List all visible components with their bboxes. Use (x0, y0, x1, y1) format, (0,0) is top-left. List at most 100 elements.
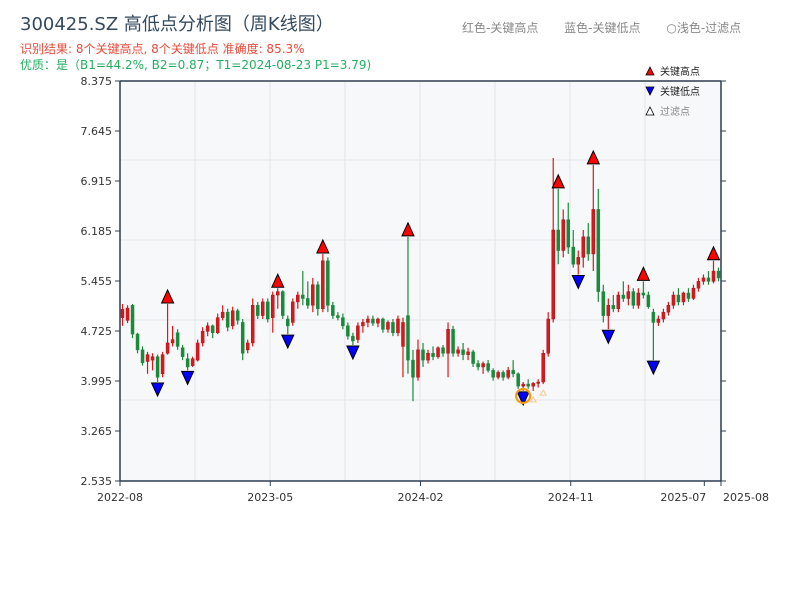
candle-body (386, 322, 390, 330)
candle-body (286, 318, 290, 327)
candle-body (506, 370, 510, 378)
candle-body (611, 305, 616, 309)
candle-body (571, 246, 576, 265)
candle-body (301, 294, 305, 299)
candle-body (601, 291, 606, 316)
candle-body (641, 292, 646, 296)
candle-body (531, 383, 535, 387)
candle-body (701, 277, 706, 282)
candle-body (526, 383, 530, 387)
candle-body (686, 292, 691, 299)
filtered-point-marker (539, 389, 548, 396)
legend-filtered-icon (645, 106, 655, 116)
key-high-marker (160, 288, 175, 304)
candle-body (120, 309, 125, 318)
candle-body (195, 342, 200, 361)
candle-body (621, 294, 626, 299)
y-tick-label: 3.265 (81, 425, 113, 438)
candle-body (456, 349, 460, 354)
candle-body (416, 349, 420, 378)
key-high-marker (706, 245, 721, 261)
candle-body (230, 310, 235, 327)
candle-body (461, 349, 465, 355)
legend-red-text: 红色-关键高点 (462, 21, 539, 35)
candle-body (496, 372, 500, 378)
candle-body (336, 315, 340, 318)
key-high-marker (551, 173, 566, 189)
candle-body (491, 370, 495, 378)
candle-body (150, 356, 155, 361)
candle-body (205, 325, 210, 332)
candle-body (636, 292, 641, 306)
candle-body (436, 347, 440, 357)
candle-body (260, 301, 265, 316)
y-tick-label: 2.535 (81, 475, 113, 488)
key-low-marker (180, 370, 195, 386)
candle-body (661, 311, 666, 320)
key-low-marker (571, 274, 586, 290)
candle-body (215, 317, 220, 333)
y-tick-label: 8.375 (81, 75, 113, 88)
candle-body (351, 335, 355, 342)
candle-body (706, 277, 711, 282)
key-high-marker (636, 266, 651, 281)
candle-body (616, 294, 621, 309)
x-tick-label: 2023-05 (247, 491, 293, 504)
candle-body (656, 318, 661, 323)
y-tick-label: 6.915 (81, 175, 113, 188)
candle-body (546, 318, 550, 354)
candle-body (441, 347, 445, 354)
candle-body (631, 291, 636, 306)
candle-body (401, 322, 405, 347)
x-tick-label: 2025-07 (660, 491, 706, 504)
candle-body (566, 219, 570, 248)
candle-body (651, 311, 656, 323)
candle-body (311, 284, 315, 306)
candle-body (271, 294, 275, 318)
candle-body (561, 219, 565, 251)
candle-body (160, 354, 165, 375)
candle-body (581, 236, 586, 258)
candle-body (346, 325, 350, 337)
candle-body (431, 353, 435, 357)
key-high-marker (401, 221, 415, 237)
candle-body (291, 301, 295, 323)
y-tick-label: 6.185 (81, 225, 113, 238)
candle-body (691, 287, 696, 299)
candle-body (711, 270, 716, 282)
candle-body (185, 358, 190, 368)
key-low-marker (516, 391, 530, 407)
candle-body (316, 284, 320, 309)
candle-body (200, 331, 205, 344)
y-tick-label: 7.645 (81, 125, 113, 138)
candle-body (426, 353, 430, 361)
candle-body (371, 318, 375, 324)
chart-title: 300425.SZ 高低点分析图（周K线图） (20, 14, 334, 35)
candle-body (381, 318, 385, 330)
key-low-marker (601, 329, 616, 345)
y-tick-label: 3.995 (81, 375, 113, 388)
legend-blue-text: 蓝色-关键低点 (564, 21, 641, 35)
candle-body (476, 363, 480, 368)
candle-body (165, 342, 170, 354)
candle-body (516, 373, 520, 387)
candle-body (551, 229, 555, 320)
candle-body (576, 257, 581, 265)
color-legend: 红色-关键高点 蓝色-关键低点 ○浅色-过滤点 (462, 21, 741, 35)
candle-body (591, 209, 596, 255)
quality-summary: 优质：是（B1=44.2%, B2=0.87；T1=2024-08-23 P1=… (20, 58, 372, 72)
candle-body (356, 325, 360, 340)
y-tick-label: 4.725 (81, 325, 113, 338)
candle-body (626, 291, 631, 299)
key-low-marker (150, 382, 165, 398)
x-tick-label: 2024-11 (548, 491, 594, 504)
candle-body (586, 236, 591, 255)
candle-body (681, 292, 686, 303)
key-low-marker (280, 334, 295, 350)
filtered-low-circle (515, 387, 532, 405)
candle-body (190, 358, 195, 366)
key-high-marker (316, 238, 330, 254)
x-tick-label: 2022-08 (97, 491, 143, 504)
legend-label: 关键高点 (660, 65, 700, 78)
